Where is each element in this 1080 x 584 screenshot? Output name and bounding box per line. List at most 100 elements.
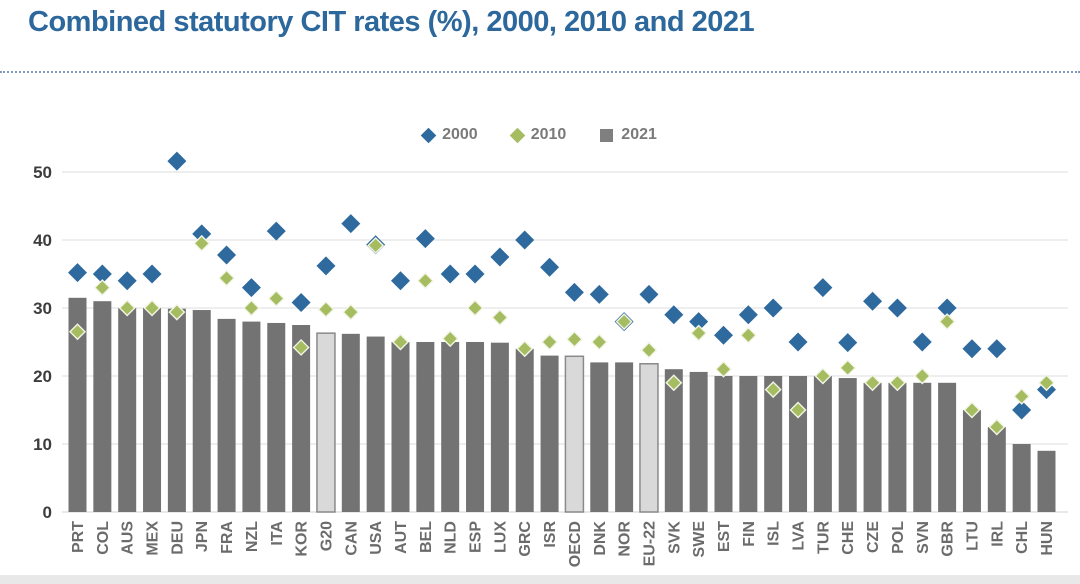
- x-axis-label-EST: EST: [716, 521, 733, 552]
- x-axis-label-GBR: GBR: [940, 521, 957, 557]
- x-axis-label-SWE: SWE: [691, 521, 708, 558]
- x-axis-label-CHE: CHE: [840, 521, 857, 555]
- bar-CZE: [863, 382, 882, 512]
- legend-item-2021: 2021: [600, 126, 657, 144]
- bar-JPN: [192, 310, 211, 512]
- x-axis-label-SVK: SVK: [666, 521, 683, 554]
- bar-LUX: [490, 342, 509, 512]
- x-axis-label-NZL: NZL: [244, 521, 261, 552]
- bar-LVA: [789, 376, 808, 512]
- bar-DEU: [167, 308, 186, 512]
- marker-2010-POL: [888, 374, 906, 392]
- bottom-strip: [0, 575, 1080, 584]
- marker-2010-HUN: [1038, 374, 1055, 392]
- x-axis-label-ESP: ESP: [468, 521, 485, 553]
- x-axis-label-IRL: IRL: [989, 521, 1006, 547]
- marker-2000-CHL: [1012, 400, 1032, 420]
- bar-EU-22: [639, 363, 659, 513]
- marker-2000-FIN: [738, 305, 758, 325]
- page-title: Combined statutory CIT rates (%), 2000, …: [28, 6, 755, 38]
- marker-2010-ITA: [267, 289, 285, 307]
- legend-square-2021-icon: [600, 128, 614, 142]
- marker-2010-G20: [317, 300, 335, 318]
- marker-2010-BEL: [416, 272, 434, 290]
- x-axis-label-ITA: ITA: [269, 521, 286, 546]
- marker-2000-LUX: [490, 247, 510, 267]
- bar-SVK: [664, 369, 683, 512]
- marker-2000-CAN: [341, 214, 361, 234]
- legend-item-2010: 2010: [509, 126, 566, 144]
- marker-2000-CHE: [838, 333, 858, 353]
- marker-2010-NLD: [441, 330, 459, 348]
- marker-2010-ISR: [541, 333, 559, 351]
- bar-NZL: [242, 321, 261, 512]
- marker-2010-LTU: [963, 401, 981, 419]
- marker-2010-LVA: [789, 401, 807, 419]
- bar-PRT: [68, 297, 87, 512]
- bar-CAN: [341, 333, 360, 512]
- marker-2000-JPN: [192, 224, 212, 244]
- marker-2000-PRT: [68, 263, 87, 283]
- bar-FIN: [739, 376, 758, 512]
- marker-2000-OECD: [564, 282, 584, 302]
- y-axis-label-0: 0: [43, 503, 52, 522]
- bar-DNK: [590, 362, 609, 512]
- bar-NLD: [441, 342, 460, 512]
- marker-2000-COL: [92, 264, 112, 284]
- x-axis-label-ISL: ISL: [766, 521, 783, 546]
- x-axis-label-ISR: ISR: [542, 521, 559, 548]
- y-axis-label-30: 30: [33, 299, 52, 318]
- marker-2010-ISL: [764, 381, 782, 399]
- bar-BEL: [416, 342, 435, 512]
- marker-2010-LUX: [491, 309, 509, 327]
- x-axis-label-JPN: JPN: [194, 521, 211, 552]
- x-axis-label-NLD: NLD: [443, 521, 460, 554]
- marker-2000-TUR: [813, 278, 833, 298]
- bar-ISR: [540, 355, 559, 512]
- bar-COL: [93, 301, 112, 512]
- y-axis-label-20: 20: [33, 367, 52, 386]
- marker-2000-AUT: [390, 271, 410, 291]
- marker-2010-OECD: [565, 330, 583, 348]
- marker-2010-FIN: [739, 326, 757, 344]
- x-axis-label-POL: POL: [890, 521, 907, 554]
- bar-TUR: [813, 376, 832, 512]
- marker-2010-DEU: [168, 303, 186, 321]
- marker-2010-AUT: [392, 333, 409, 351]
- title-divider: [0, 71, 1080, 73]
- x-axis-label-BEL: BEL: [418, 521, 435, 553]
- marker-2010-AUS: [118, 299, 136, 317]
- bar-GBR: [938, 382, 957, 512]
- marker-2000-ISR: [540, 257, 560, 277]
- chart-legend: 2000 2010 2021: [0, 126, 1080, 144]
- x-axis-label-OECD: OECD: [567, 521, 584, 567]
- bar-HUN: [1037, 450, 1056, 512]
- marker-2000-MEX: [142, 264, 162, 284]
- x-axis-label-NOR: NOR: [617, 521, 634, 557]
- x-axis-label-USA: USA: [368, 521, 385, 555]
- bar-ISL: [764, 376, 783, 512]
- x-axis-label-LVA: LVA: [791, 521, 808, 551]
- bar-ESP: [466, 342, 485, 512]
- marker-2010-SVN: [913, 367, 931, 385]
- x-axis-label-TUR: TUR: [815, 521, 832, 554]
- x-axis-label-CZE: CZE: [865, 521, 882, 553]
- marker-2010-SWE: [690, 324, 708, 342]
- marker-2010-CZE: [864, 374, 882, 392]
- marker-2010-FRA: [218, 269, 236, 287]
- marker-2010-KOR: [292, 338, 310, 356]
- bar-SVN: [913, 382, 932, 512]
- marker-2000-GRC: [515, 230, 535, 250]
- marker-2000-G20: [316, 256, 336, 276]
- bar-MEX: [143, 308, 162, 512]
- bar-AUT: [391, 342, 410, 512]
- x-axis-label-CHL: CHL: [1014, 521, 1031, 554]
- x-axis-label-EU-22: EU-22: [641, 521, 658, 566]
- x-axis-label-PRT: PRT: [70, 521, 87, 553]
- x-axis-label-SVN: SVN: [915, 521, 932, 554]
- marker-2010-GBR: [938, 313, 956, 331]
- bar-USA: [366, 336, 385, 512]
- bar-AUS: [118, 308, 137, 512]
- marker-2010-EU-22: [640, 341, 658, 359]
